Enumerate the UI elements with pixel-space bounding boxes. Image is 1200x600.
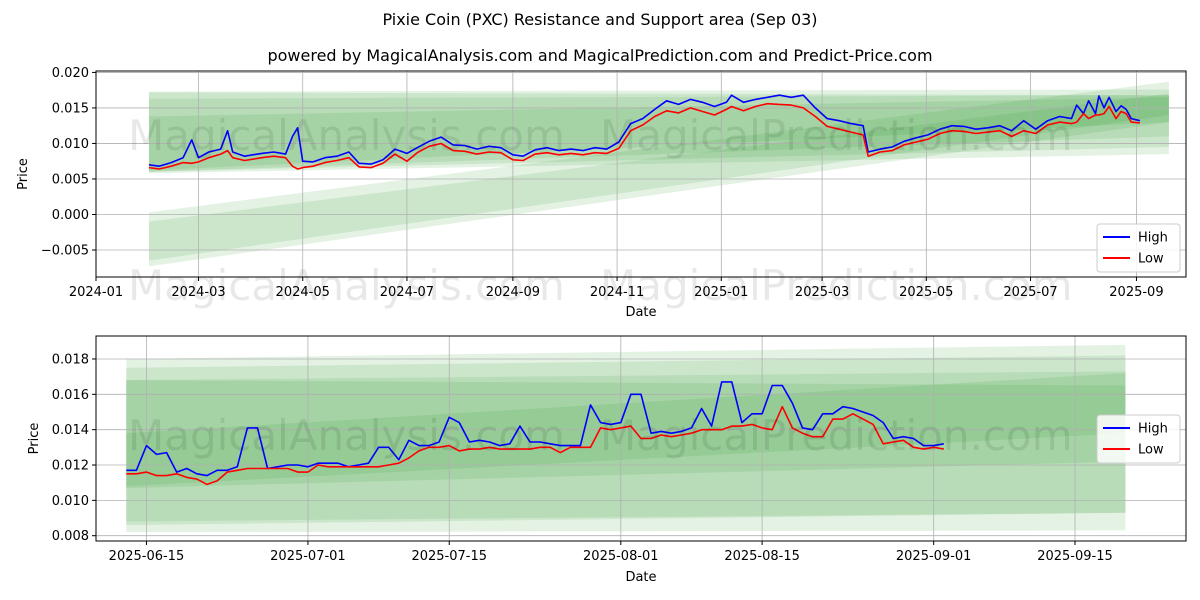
- x-tick-label: 2024-09: [486, 285, 540, 300]
- y-tick-label: 0.020: [52, 66, 89, 81]
- y-tick-label: −0.005: [41, 244, 89, 259]
- y-tick-label: 0.012: [52, 459, 89, 474]
- y-tick-label: 0.010: [52, 137, 89, 152]
- watermark: MagicalAnalysis.com: [128, 411, 565, 460]
- x-tick-label: 2025-08-01: [583, 549, 659, 564]
- chart-panel-1: MagicalAnalysis.com MagicalPrediction.com…: [16, 66, 1187, 320]
- y-tick-label: 0.015: [52, 101, 89, 116]
- watermark: MagicalPrediction.com: [600, 411, 1073, 460]
- x-tick-label: 2025-01: [694, 285, 748, 300]
- plot-frame: [95, 335, 1187, 542]
- legend-label-high: High: [1138, 422, 1168, 437]
- x-tick-label: 2025-06-15: [109, 549, 185, 564]
- y-tick-label: 0.016: [52, 388, 89, 403]
- y-tick-label: 0.005: [52, 172, 89, 187]
- legend: High Low: [1096, 414, 1181, 464]
- y-tick-label: 0.000: [52, 208, 89, 223]
- y-tick-label: 0.010: [52, 494, 89, 509]
- watermark: MagicalPrediction.com: [600, 261, 1073, 310]
- chart-panel-2: MagicalAnalysis.com MagicalPrediction.com…: [27, 335, 1187, 585]
- x-tick-label: 2025-09: [1109, 285, 1163, 300]
- x-tick-label: 2024-01: [69, 285, 123, 300]
- x-tick-label: 2025-07-01: [270, 549, 346, 564]
- x-axis-label: Date: [625, 305, 656, 320]
- x-tick-label: 2025-05: [899, 285, 953, 300]
- series-line-low: [126, 405, 944, 486]
- chart-subtitle: powered by MagicalAnalysis.com and Magic…: [267, 46, 933, 65]
- support-resistance-band: [126, 355, 1126, 526]
- watermark: MagicalAnalysis.com: [128, 261, 565, 310]
- support-resistance-band: [126, 371, 1126, 522]
- legend: High Low: [1096, 223, 1181, 273]
- x-tick-label: 2025-03: [795, 285, 849, 300]
- support-resistance-band: [148, 81, 1169, 267]
- x-tick-label: 2024-11: [590, 285, 644, 300]
- support-resistance-band: [126, 380, 1126, 488]
- y-axis-label: Price: [27, 423, 42, 455]
- legend-label-low: Low: [1138, 252, 1164, 267]
- legend-label-high: High: [1138, 231, 1168, 246]
- x-tick-label: 2024-05: [276, 285, 330, 300]
- y-axis-label: Price: [16, 158, 31, 190]
- x-tick-label: 2025-07: [1003, 285, 1057, 300]
- x-tick-label: 2024-07: [380, 285, 434, 300]
- series-line-high: [126, 381, 944, 477]
- watermark: MagicalAnalysis.com: [128, 111, 565, 160]
- plot-frame: [95, 70, 1187, 278]
- series-line-high: [148, 94, 1141, 167]
- legend-label-low: Low: [1138, 443, 1164, 458]
- y-tick-label: 0.014: [52, 423, 89, 438]
- x-tick-label: 2025-08-15: [724, 549, 800, 564]
- x-tick-label: 2025-09-15: [1037, 549, 1113, 564]
- x-tick-label: 2024-03: [171, 285, 225, 300]
- support-resistance-band: [126, 344, 1126, 533]
- series-line-low: [148, 102, 1140, 170]
- watermark: MagicalPrediction.com: [600, 111, 1073, 160]
- y-tick-label: 0.008: [52, 529, 89, 544]
- y-tick-label: 0.018: [52, 352, 89, 367]
- chart-title: Pixie Coin (PXC) Resistance and Support …: [382, 10, 818, 29]
- x-axis-label: Date: [625, 570, 656, 585]
- x-tick-label: 2025-09-01: [896, 549, 972, 564]
- support-resistance-band: [148, 93, 1169, 261]
- x-tick-label: 2025-07-15: [411, 549, 487, 564]
